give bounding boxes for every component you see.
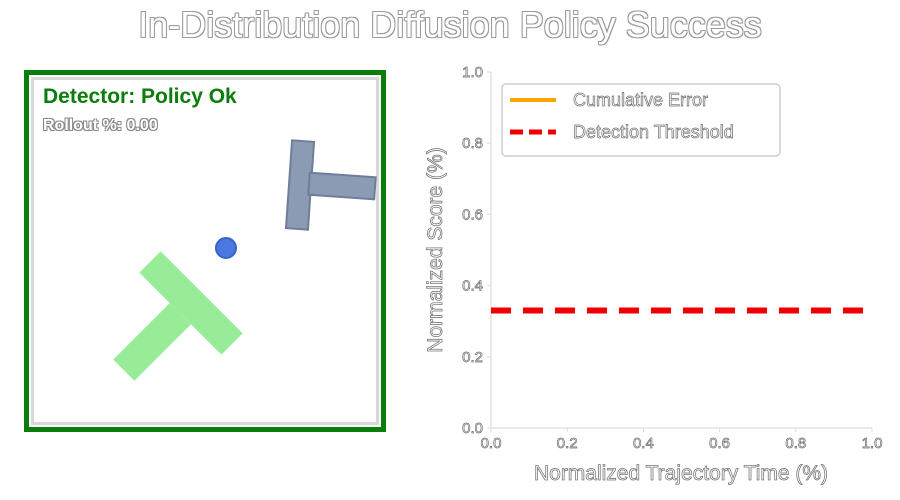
y-tick-label: 0.0 bbox=[462, 420, 483, 437]
legend-label-detection-threshold: Detection Threshold bbox=[573, 122, 734, 142]
x-tick-label: 0.6 bbox=[709, 435, 730, 452]
y-tick-label: 1.0 bbox=[462, 64, 483, 81]
legend-box bbox=[501, 83, 781, 157]
x-tick-label: 1.0 bbox=[862, 435, 883, 452]
y-ticks: 0.0 0.2 0.4 0.6 0.8 1.0 bbox=[462, 64, 491, 437]
simulation-scene bbox=[113, 139, 377, 381]
y-tick-label: 0.8 bbox=[462, 135, 483, 152]
x-axis-label: Normalized Trajectory Time (%) bbox=[534, 462, 828, 485]
legend: Cumulative Error Detection Threshold bbox=[501, 83, 781, 157]
x-tick-label: 0.4 bbox=[633, 435, 654, 452]
rollout-percentage: Rollout %: 0.00 bbox=[43, 117, 158, 134]
target-t-shape bbox=[113, 251, 243, 381]
y-tick-label: 0.4 bbox=[462, 278, 483, 295]
x-ticks: 0.0 0.2 0.4 0.6 0.8 1.0 bbox=[480, 428, 883, 452]
simulation-workspace bbox=[31, 77, 379, 425]
agent-end-effector bbox=[215, 237, 237, 259]
x-tick-label: 0.2 bbox=[557, 435, 578, 452]
pushable-t-block bbox=[284, 139, 377, 231]
target-t-stem bbox=[113, 303, 191, 381]
legend-label-cumulative-error: Cumulative Error bbox=[573, 90, 708, 110]
pushable-t-stem bbox=[307, 171, 377, 201]
target-t-bar bbox=[139, 251, 243, 355]
x-tick-label: 0.8 bbox=[785, 435, 806, 452]
x-tick-label: 0.0 bbox=[481, 435, 502, 452]
figure-title: In-Distribution Diffusion Policy Success bbox=[138, 4, 762, 45]
y-tick-label: 0.6 bbox=[462, 206, 483, 223]
simulation-panel: Detector: Policy Ok Rollout %: 0.00 bbox=[24, 70, 386, 432]
y-axis-label: Normalized Score (%) bbox=[424, 147, 447, 352]
y-tick-label: 0.2 bbox=[462, 349, 483, 366]
detector-status: Detector: Policy Ok bbox=[43, 85, 237, 108]
